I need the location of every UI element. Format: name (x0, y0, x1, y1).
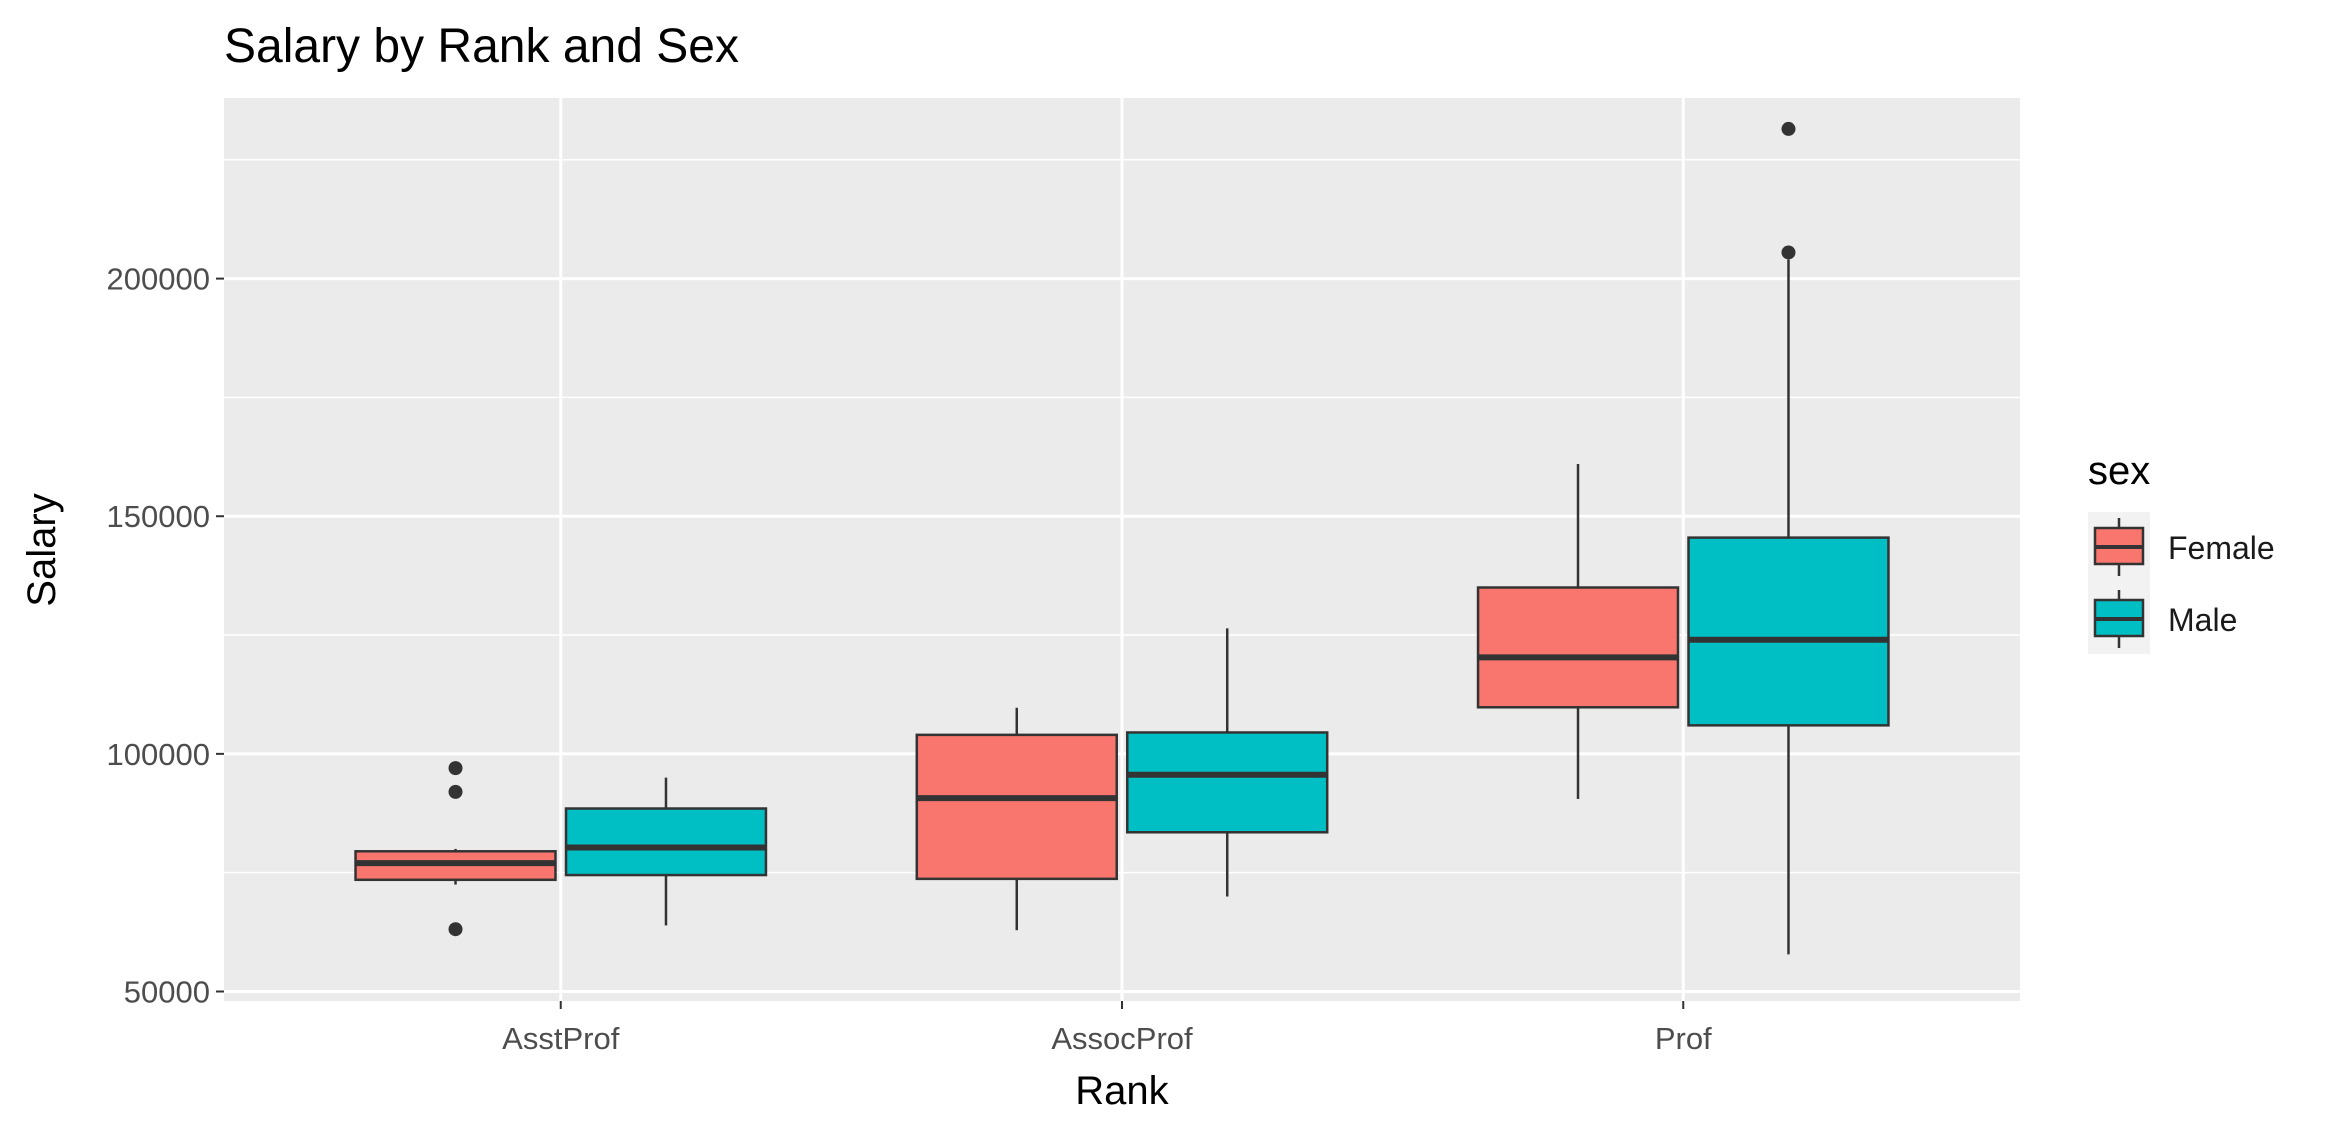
y-tick-label: 150000 (107, 499, 210, 534)
x-tick-label: AssocProf (1051, 1021, 1193, 1056)
box-body (1687, 536, 1890, 727)
legend-key-female (2093, 518, 2145, 576)
box-body (1126, 731, 1329, 834)
legend-title: sex (2088, 449, 2150, 493)
outlier-point (448, 784, 463, 799)
chart-title: Salary by Rank and Sex (224, 20, 739, 73)
legend: sex Female Male (2088, 449, 2275, 654)
box-body (564, 807, 768, 877)
y-tick-label: 50000 (124, 974, 210, 1009)
major-grid (224, 98, 2020, 1001)
box-female-asstprof (354, 761, 557, 937)
box-body (1476, 586, 1680, 709)
y-axis-title: Salary (20, 493, 64, 606)
x-tick-label: AsstProf (502, 1021, 620, 1056)
y-tick-label: 100000 (107, 737, 210, 772)
outlier-point (448, 761, 463, 776)
x-tick-label: Prof (1655, 1021, 1712, 1056)
x-axis: AsstProf AssocProf Prof (502, 1001, 1712, 1056)
box-male-prof (1687, 121, 1890, 955)
box-female-prof (1476, 463, 1680, 800)
legend-label-male: Male (2168, 602, 2237, 638)
outlier-point (448, 922, 463, 937)
outlier-point (1781, 245, 1796, 260)
box-body (915, 733, 1118, 881)
y-axis: 50000 100000 150000 200000 (107, 262, 224, 1009)
legend-key-male (2093, 590, 2145, 648)
box-male-asstprof (564, 777, 768, 926)
box-male-assocprof (1126, 628, 1329, 897)
box-female-assocprof (915, 707, 1118, 931)
outlier-point (1781, 121, 1796, 136)
boxes-layer (354, 121, 1890, 955)
x-axis-title: Rank (1075, 1069, 1169, 1113)
legend-label-female: Female (2168, 530, 2275, 566)
y-tick-label: 200000 (107, 262, 210, 297)
